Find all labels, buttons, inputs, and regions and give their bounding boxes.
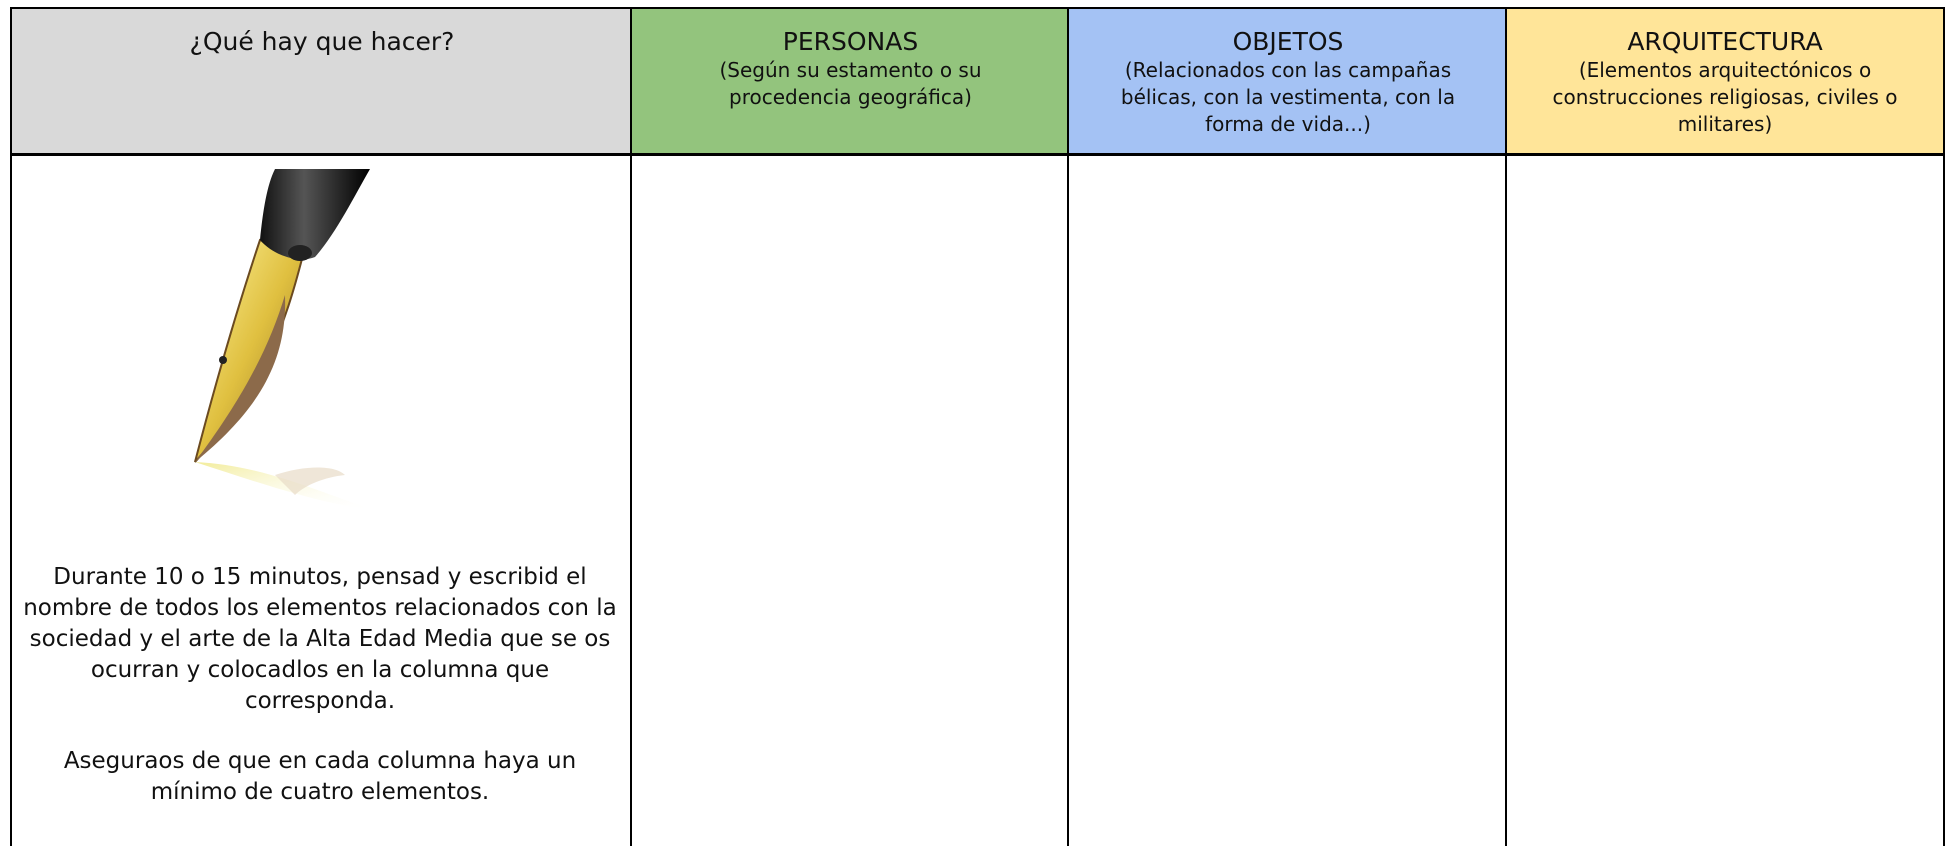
header-title: ¿Qué hay que hacer? xyxy=(189,27,455,56)
body-cell xyxy=(1505,154,1945,846)
pen-illustration xyxy=(194,169,375,510)
body-cell xyxy=(10,154,632,846)
header-subtitle: (Relacionados con las campañas bélicas, … xyxy=(1120,58,1456,136)
body-cell xyxy=(630,154,1069,846)
header-subtitle: (Según su estamento o su procedencia geo… xyxy=(719,58,982,109)
header-title: PERSONAS xyxy=(782,27,919,56)
body-cell xyxy=(1067,154,1507,846)
header-cell: ¿Qué hay que hacer? xyxy=(10,7,632,155)
instruction-paragraph: Aseguraos de que en cada columna haya un… xyxy=(63,748,577,805)
header-cell: PERSONAS (Según su estamento o su procede… xyxy=(630,7,1069,155)
header-cell: ARQUITECTURA (Elementos arquitectónicos o… xyxy=(1505,7,1945,155)
header-subtitle: (Elementos arquitectónicos o construccio… xyxy=(1552,58,1898,136)
instruction-paragraph: Durante 10 o 15 minutos, pensad y escrib… xyxy=(23,564,617,714)
header-cell: OBJETOS (Relacionados con las campañas bé… xyxy=(1067,7,1507,155)
header-title: OBJETOS xyxy=(1232,27,1344,56)
header-title: ARQUITECTURA xyxy=(1627,27,1823,56)
instructions: Durante 10 o 15 minutos, pensad y escrib… xyxy=(20,562,620,837)
